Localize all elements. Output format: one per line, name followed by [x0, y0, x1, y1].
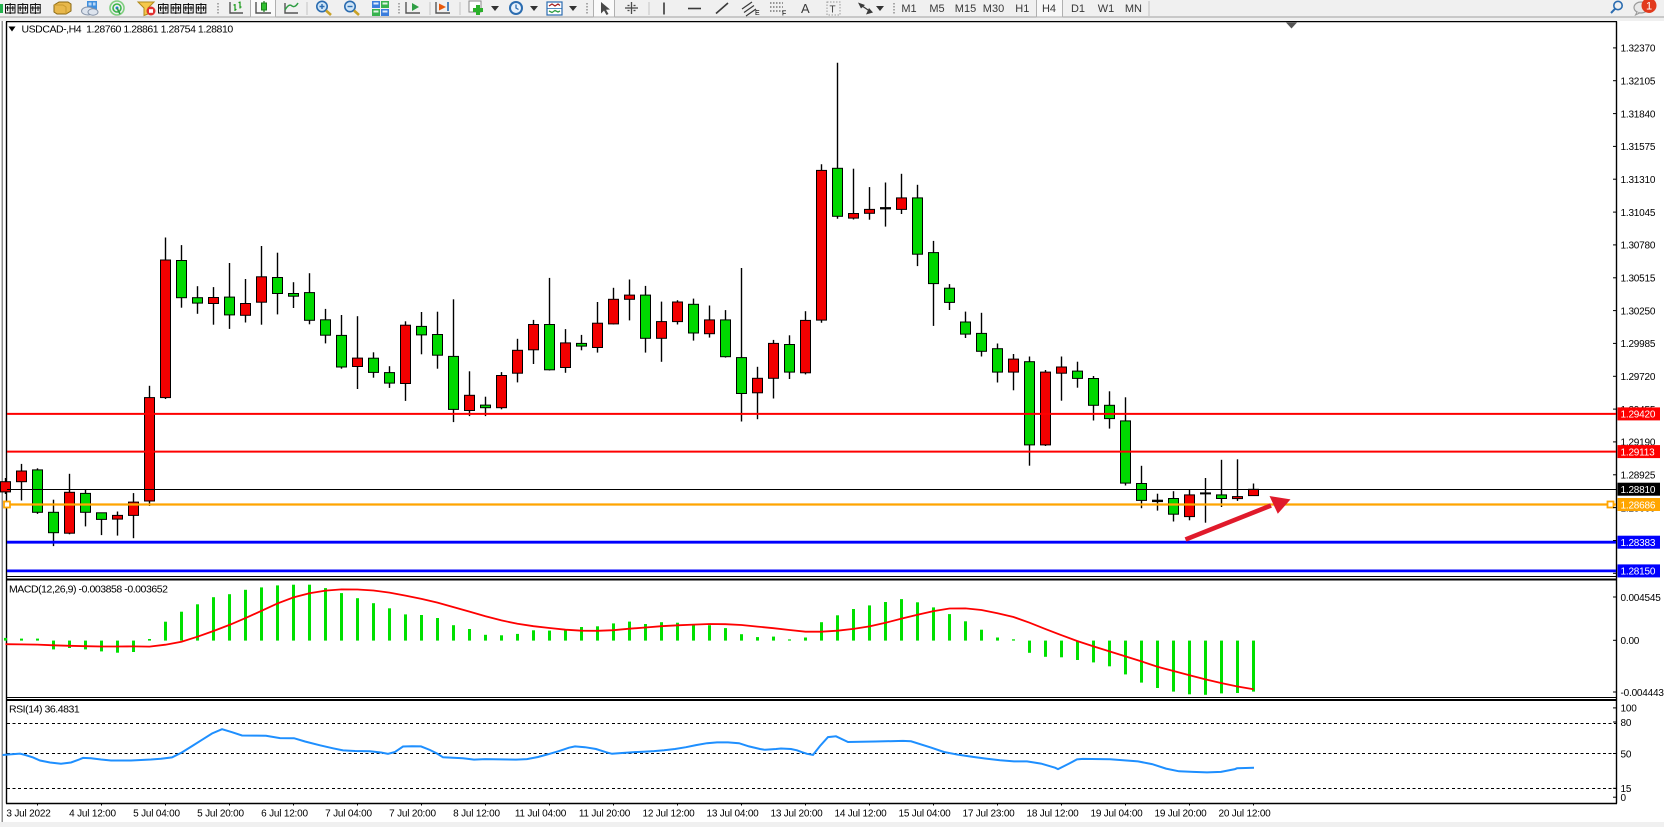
- svg-text:1.31045: 1.31045: [1621, 208, 1656, 219]
- svg-text:19 Jul 04:00: 19 Jul 04:00: [1090, 809, 1143, 820]
- svg-text:5 Jul 20:00: 5 Jul 20:00: [197, 809, 244, 820]
- svg-text:13 Jul 04:00: 13 Jul 04:00: [706, 809, 759, 820]
- svg-text:17 Jul 23:00: 17 Jul 23:00: [962, 809, 1015, 820]
- svg-text:7 Jul 20:00: 7 Jul 20:00: [389, 809, 436, 820]
- svg-text:6 Jul 12:00: 6 Jul 12:00: [261, 809, 308, 820]
- svg-text:1.32105: 1.32105: [1621, 77, 1656, 88]
- svg-text:USDCAD-,H4 1.28760 1.28861 1.: USDCAD-,H4 1.28760 1.28861 1.28754 1.288…: [22, 24, 234, 36]
- svg-text:M15: M15: [955, 3, 976, 15]
- svg-text:4 Jul 12:00: 4 Jul 12:00: [69, 809, 116, 820]
- svg-text:1.30780: 1.30780: [1621, 241, 1656, 252]
- svg-text:D1: D1: [1071, 3, 1085, 15]
- svg-text:15: 15: [1621, 784, 1632, 795]
- svg-text:1.32370: 1.32370: [1621, 44, 1656, 55]
- svg-text:1.29190: 1.29190: [1621, 438, 1656, 449]
- svg-text:13 Jul 20:00: 13 Jul 20:00: [770, 809, 823, 820]
- svg-text:19 Jul 20:00: 19 Jul 20:00: [1154, 809, 1207, 820]
- svg-text:0.00: 0.00: [1621, 636, 1640, 647]
- svg-text:15 Jul 04:00: 15 Jul 04:00: [898, 809, 951, 820]
- svg-text:W1: W1: [1098, 3, 1115, 15]
- svg-text:1.29113: 1.29113: [1621, 447, 1656, 458]
- svg-text:1.29420: 1.29420: [1621, 410, 1656, 421]
- svg-text:1.31310: 1.31310: [1621, 175, 1656, 186]
- svg-text:H4: H4: [1042, 3, 1056, 15]
- svg-text:E: E: [755, 10, 760, 17]
- svg-text:MN: MN: [1125, 3, 1142, 15]
- svg-text:1.29985: 1.29985: [1621, 339, 1656, 350]
- svg-text:1.28383: 1.28383: [1621, 538, 1656, 549]
- svg-text:-0.004443: -0.004443: [1621, 688, 1664, 699]
- svg-text:100: 100: [1621, 704, 1638, 715]
- svg-text:0.004545: 0.004545: [1621, 593, 1662, 604]
- svg-text:80: 80: [1621, 718, 1632, 729]
- svg-text:1.31575: 1.31575: [1621, 142, 1656, 153]
- svg-text:1.28150: 1.28150: [1621, 567, 1656, 578]
- svg-text:A: A: [801, 1, 810, 16]
- svg-text:8 Jul 12:00: 8 Jul 12:00: [453, 809, 500, 820]
- svg-text:20 Jul 12:00: 20 Jul 12:00: [1218, 809, 1271, 820]
- svg-text:11 Jul 20:00: 11 Jul 20:00: [579, 809, 631, 820]
- svg-text:1.28925: 1.28925: [1621, 471, 1656, 482]
- svg-text:12 Jul 12:00: 12 Jul 12:00: [642, 809, 695, 820]
- svg-text:1.28810: 1.28810: [1621, 485, 1656, 496]
- svg-text:0: 0: [1621, 793, 1627, 804]
- svg-text:M30: M30: [983, 3, 1004, 15]
- svg-text:3 Jul 2022: 3 Jul 2022: [6, 809, 51, 820]
- svg-text:18 Jul 12:00: 18 Jul 12:00: [1026, 809, 1079, 820]
- svg-text:H1: H1: [1015, 3, 1029, 15]
- svg-text:1: 1: [1646, 1, 1652, 13]
- svg-text:5 Jul 04:00: 5 Jul 04:00: [133, 809, 180, 820]
- svg-text:M1: M1: [901, 3, 916, 15]
- svg-text:1.29720: 1.29720: [1621, 372, 1656, 383]
- svg-text:M5: M5: [929, 3, 944, 15]
- svg-text:T: T: [830, 5, 836, 16]
- svg-text:1.30250: 1.30250: [1621, 306, 1656, 317]
- svg-text:1.30515: 1.30515: [1621, 274, 1656, 285]
- svg-text:F: F: [782, 11, 786, 18]
- svg-text:11 Jul 04:00: 11 Jul 04:00: [515, 809, 567, 820]
- svg-text:1.31840: 1.31840: [1621, 109, 1656, 120]
- svg-text:MACD(12,26,9) -0.003858 -0.003: MACD(12,26,9) -0.003858 -0.003652: [9, 584, 168, 596]
- svg-text:50: 50: [1621, 749, 1632, 760]
- svg-text:7 Jul 04:00: 7 Jul 04:00: [325, 809, 372, 820]
- svg-text:1.28686: 1.28686: [1621, 500, 1656, 511]
- svg-text:RSI(14) 36.4831: RSI(14) 36.4831: [9, 704, 80, 716]
- svg-text:14 Jul 12:00: 14 Jul 12:00: [834, 809, 887, 820]
